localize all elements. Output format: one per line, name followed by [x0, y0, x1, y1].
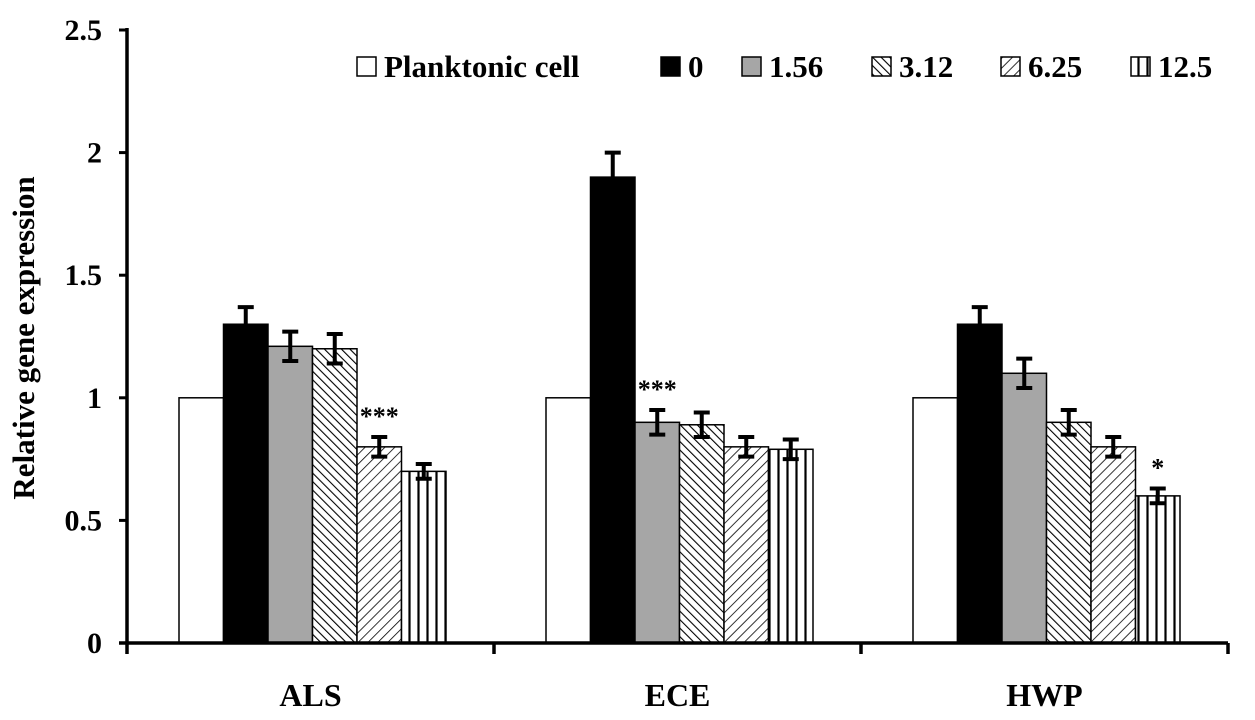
bar-hwp-1-56 — [1001, 372, 1048, 644]
legend-swatch — [660, 56, 681, 77]
bar-hwp-3-12 — [1045, 421, 1092, 644]
legend-swatch — [356, 56, 377, 77]
bars — [178, 176, 1181, 644]
legend-item: 12.5 — [1130, 49, 1212, 84]
bar-hwp-12-5 — [1134, 495, 1181, 644]
legend-label: 12.5 — [1158, 49, 1212, 84]
bar-ece-planktonic-cell — [545, 397, 592, 644]
legend-item: 0 — [660, 49, 704, 84]
y-axis-label: Relative gene expression — [6, 176, 41, 499]
bar-als-12-5 — [400, 470, 447, 644]
y-tick-label: 1.5 — [65, 259, 103, 292]
x-axis-category-labels: ALS ECE HWP — [279, 677, 1082, 713]
bar-ece-6-25 — [723, 446, 770, 644]
bar-ece-1-56 — [634, 421, 681, 644]
bar-hwp-6-25 — [1090, 446, 1137, 644]
legend-label: 6.25 — [1028, 49, 1082, 84]
legend-swatch — [871, 56, 892, 77]
axes — [119, 28, 1230, 654]
y-tick-label: 1 — [87, 382, 102, 415]
legend-item: 1.56 — [741, 49, 823, 84]
legend-item: Planktonic cell — [356, 49, 580, 84]
bar-als-1-56 — [267, 345, 314, 644]
bar-als-planktonic-cell — [178, 397, 225, 644]
bar-ece-12-5 — [767, 448, 814, 644]
bar-als-6-25 — [356, 446, 403, 644]
legend-label: 0 — [688, 49, 704, 84]
bar-als-0 — [222, 323, 269, 644]
significance-marker: * — [1151, 454, 1164, 483]
legend-label: 3.12 — [899, 49, 953, 84]
y-tick-label: 2.5 — [65, 14, 103, 47]
error-bars — [237, 150, 1166, 506]
bar-hwp-0 — [956, 323, 1003, 644]
legend-item: 3.12 — [871, 49, 953, 84]
bar-ece-0 — [589, 176, 636, 644]
significance-marker: *** — [638, 375, 677, 404]
bar-hwp-planktonic-cell — [912, 397, 959, 644]
bar-ece-3-12 — [678, 424, 725, 644]
legend-label: 1.56 — [769, 49, 823, 84]
legend-label: Planktonic cell — [384, 49, 580, 84]
legend-swatch — [1130, 56, 1151, 77]
y-axis-ticks: 0 0.5 1 1.5 2 2.5 — [65, 14, 127, 660]
x-category-label: ECE — [645, 677, 711, 713]
y-axis-label-group: Relative gene expression — [6, 176, 41, 499]
y-tick-label: 2 — [87, 137, 102, 170]
bar-als-3-12 — [311, 348, 358, 644]
legend: Planktonic cell 0 1.56 3.12 6.25 12.5 — [356, 49, 1212, 84]
legend-item: 6.25 — [1000, 49, 1082, 84]
x-category-label: ALS — [279, 677, 341, 713]
significance-marker: *** — [360, 402, 399, 431]
legend-swatch — [1000, 56, 1021, 77]
legend-swatch — [741, 56, 762, 77]
y-tick-label: 0 — [87, 627, 102, 660]
x-category-label: HWP — [1006, 677, 1082, 713]
significance-annotations: ******* — [360, 375, 1165, 482]
y-tick-label: 0.5 — [65, 504, 103, 537]
